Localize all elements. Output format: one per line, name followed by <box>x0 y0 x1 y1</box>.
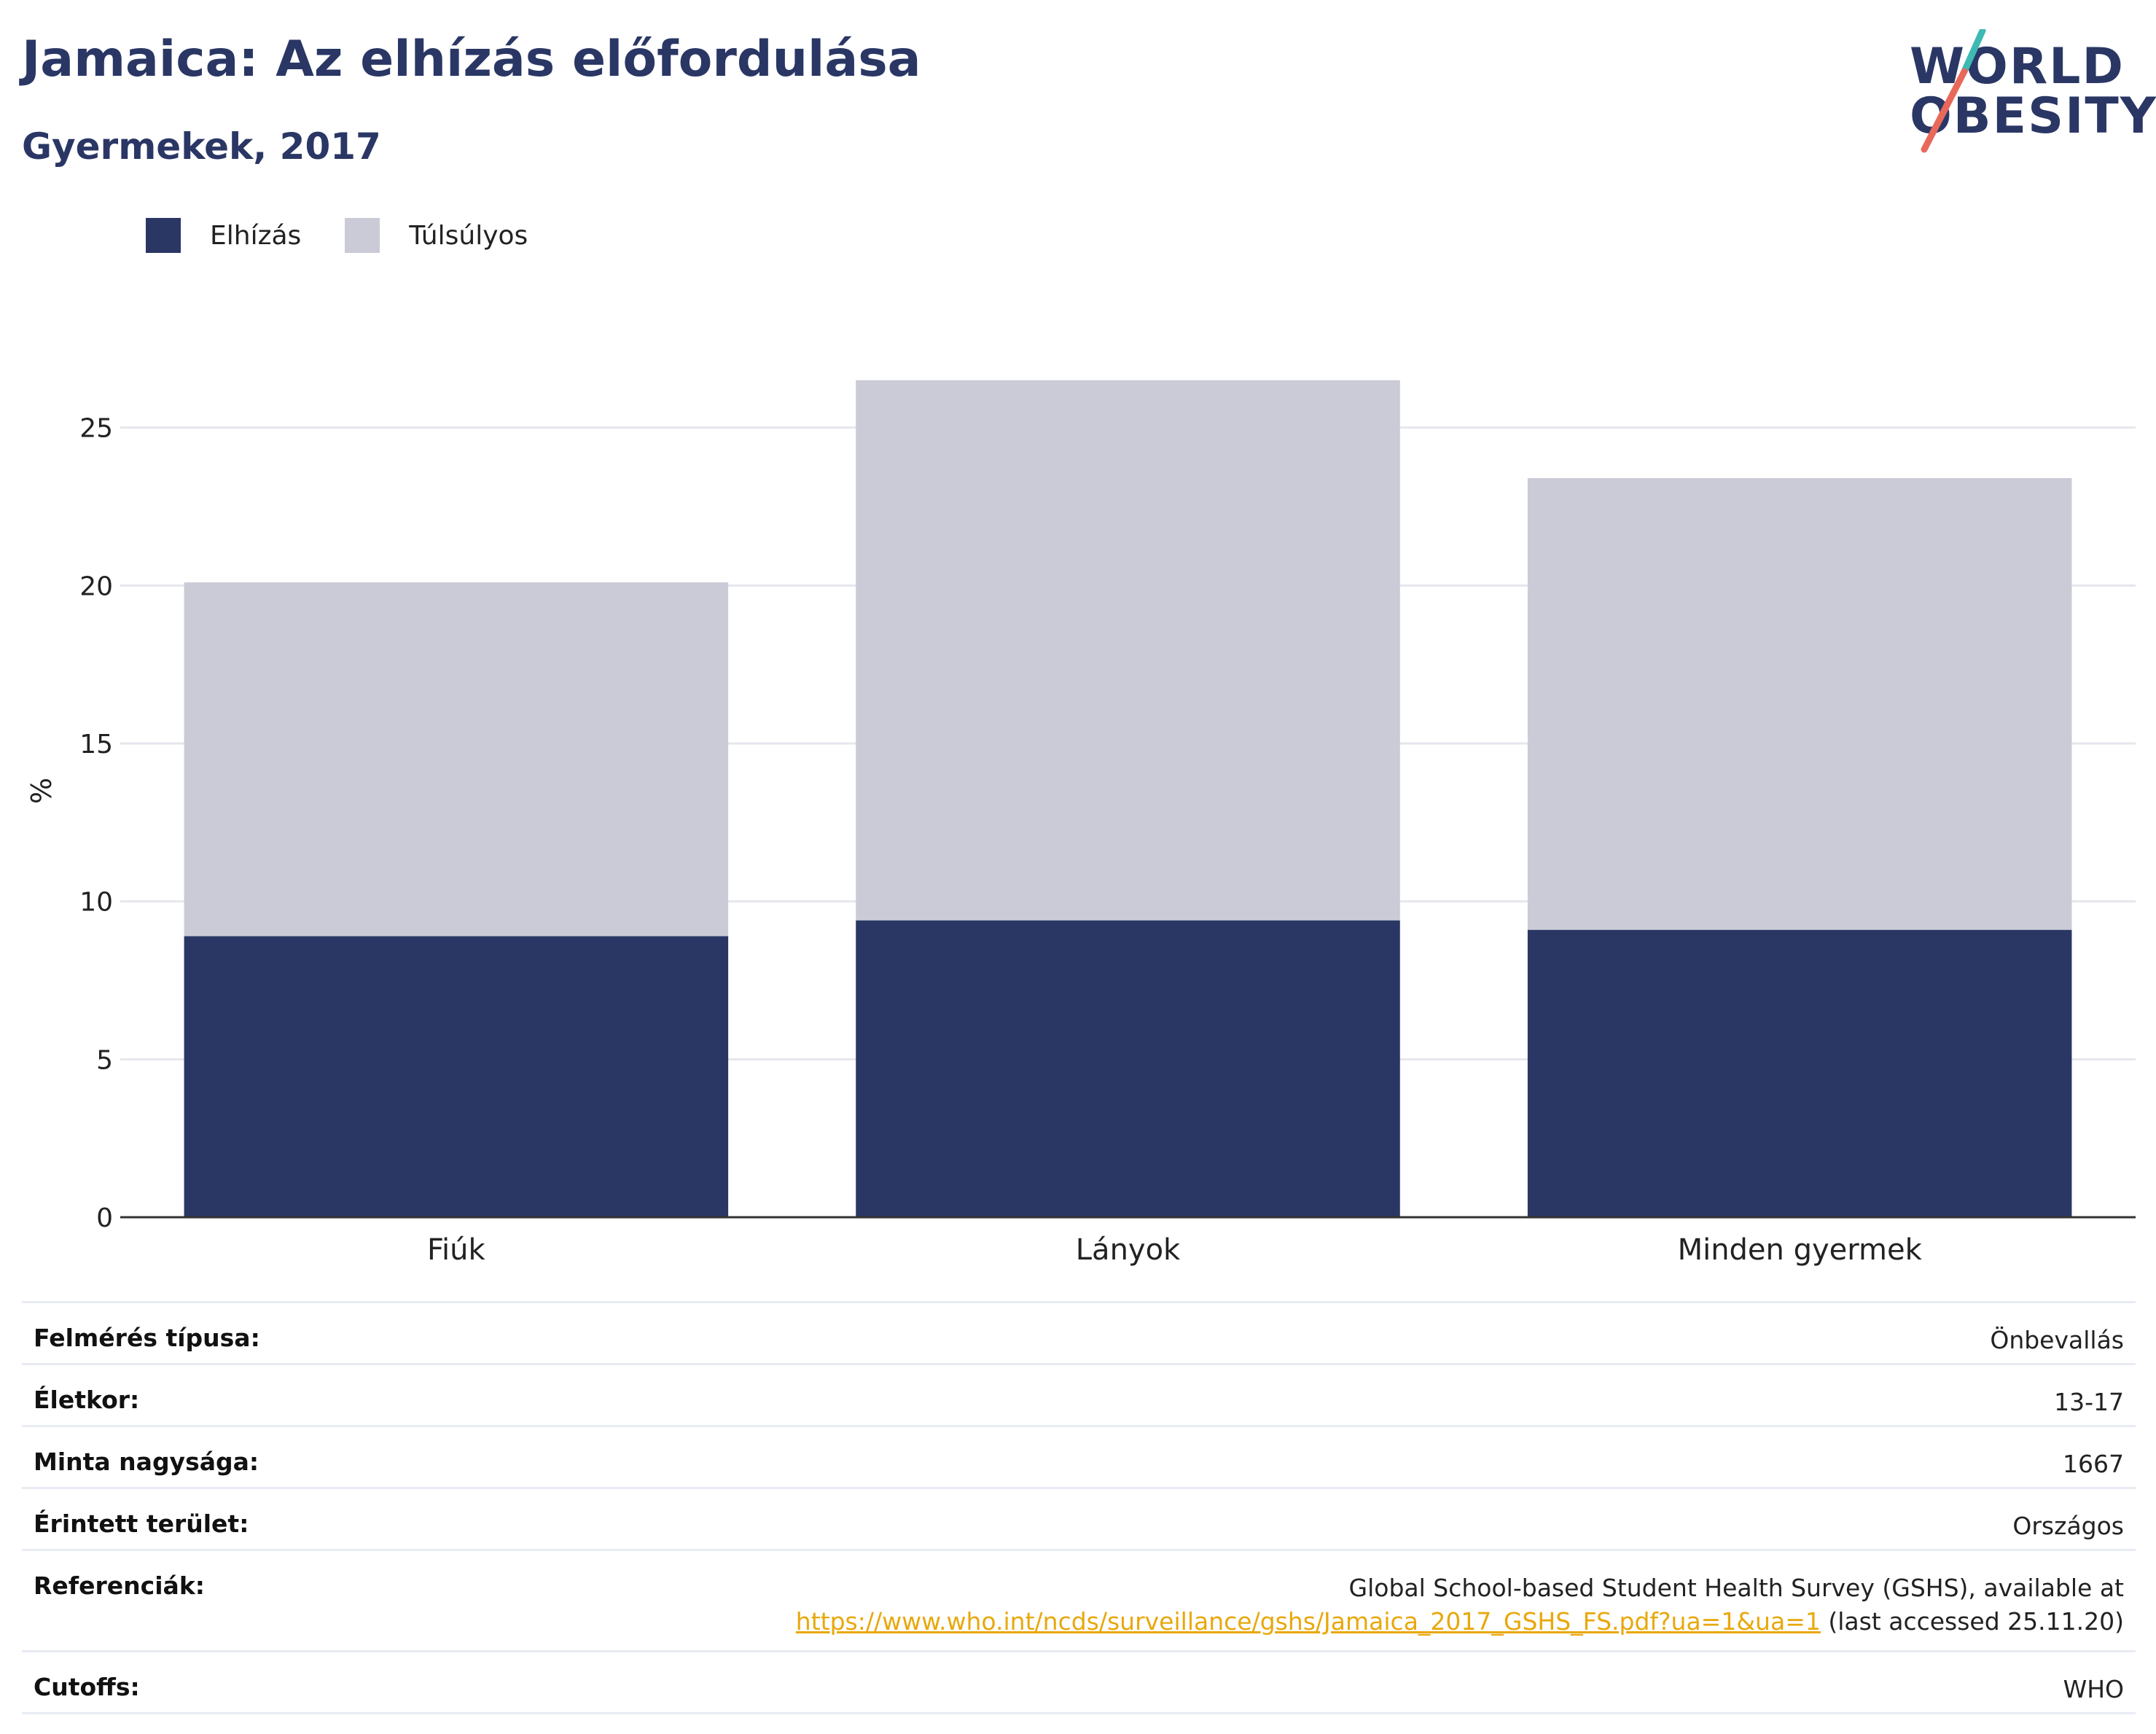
y-tick-label: 25 <box>79 414 113 444</box>
reference-text: Global School-based Student Health Surve… <box>1348 1574 2124 1602</box>
info-row-cutoffs: Cutoffs: WHO <box>22 1650 2136 1714</box>
info-value: Országos <box>340 1487 2136 1550</box>
info-row-sample-size: Minta nagysága: 1667 <box>22 1425 2136 1488</box>
info-row-references: Referenciák: Global School-based Student… <box>22 1549 2136 1652</box>
bar-overweight[interactable] <box>1527 478 2072 930</box>
info-key: Felmérés típusa: <box>22 1301 341 1364</box>
reference-accessed: (last accessed 25.11.20) <box>1820 1607 2124 1636</box>
bar-overweight[interactable] <box>856 380 1400 921</box>
survey-info-table: Felmérés típusa: Önbevallás Életkor: 13-… <box>22 1301 2136 1714</box>
info-key: Cutoffs: <box>22 1650 341 1714</box>
legend-label-overweight: Túlsúlyos <box>409 220 528 251</box>
info-key: Érintett terület: <box>22 1487 341 1550</box>
y-tick-label: 10 <box>79 888 113 918</box>
x-tick-label: Minden gyermek <box>1678 1233 1923 1267</box>
legend-swatch-overweight <box>345 218 380 253</box>
legend-swatch-obesity <box>146 218 181 253</box>
info-row-survey-type: Felmérés típusa: Önbevallás <box>22 1301 2136 1364</box>
chart-legend: Elhízás Túlsúlyos <box>146 217 571 254</box>
reference-link[interactable]: https://www.who.int/ncds/surveillance/gs… <box>795 1607 1821 1636</box>
bar-obesity[interactable] <box>1527 929 2072 1217</box>
legend-item-overweight[interactable]: Túlsúlyos <box>345 218 528 253</box>
info-row-area: Érintett terület: Országos <box>22 1487 2136 1550</box>
info-value-references: Global School-based Student Health Surve… <box>340 1549 2136 1652</box>
chart-subtitle: Gyermekek, 2017 <box>22 125 381 168</box>
y-tick-label: 20 <box>79 571 113 601</box>
y-tick-label: 5 <box>96 1045 113 1075</box>
logo-line-world: WORLD <box>1910 38 2125 95</box>
y-tick-label: 15 <box>79 730 113 759</box>
info-value: 1667 <box>340 1425 2136 1488</box>
legend-item-obesity[interactable]: Elhízás <box>146 218 301 253</box>
bar-obesity[interactable] <box>184 936 729 1217</box>
y-axis-label: % <box>26 778 58 804</box>
bar-overweight[interactable] <box>184 582 729 937</box>
info-key: Életkor: <box>22 1363 341 1426</box>
bar-obesity[interactable] <box>856 920 1400 1217</box>
info-key: Referenciák: <box>22 1549 341 1652</box>
info-value: 13-17 <box>340 1363 2136 1426</box>
x-tick-label: Lányok <box>1076 1233 1181 1267</box>
legend-label-obesity: Elhízás <box>210 220 302 251</box>
chart-title: Jamaica: Az elhízás előfordulása <box>22 31 921 88</box>
info-value: WHO <box>340 1650 2136 1714</box>
info-key: Minta nagysága: <box>22 1425 341 1488</box>
y-tick-label: 0 <box>96 1203 113 1233</box>
info-value: Önbevallás <box>340 1301 2136 1364</box>
world-obesity-logo: WORLD OBESITY <box>1902 29 2156 153</box>
logo-slash-icon <box>1921 29 1986 153</box>
x-tick-label: Fiúk <box>427 1233 486 1267</box>
info-row-age: Életkor: 13-17 <box>22 1363 2136 1426</box>
stacked-bar-chart: 0 5 10 15 20 25% Fiúk Lányok Minden gyermek <box>26 380 2136 1267</box>
